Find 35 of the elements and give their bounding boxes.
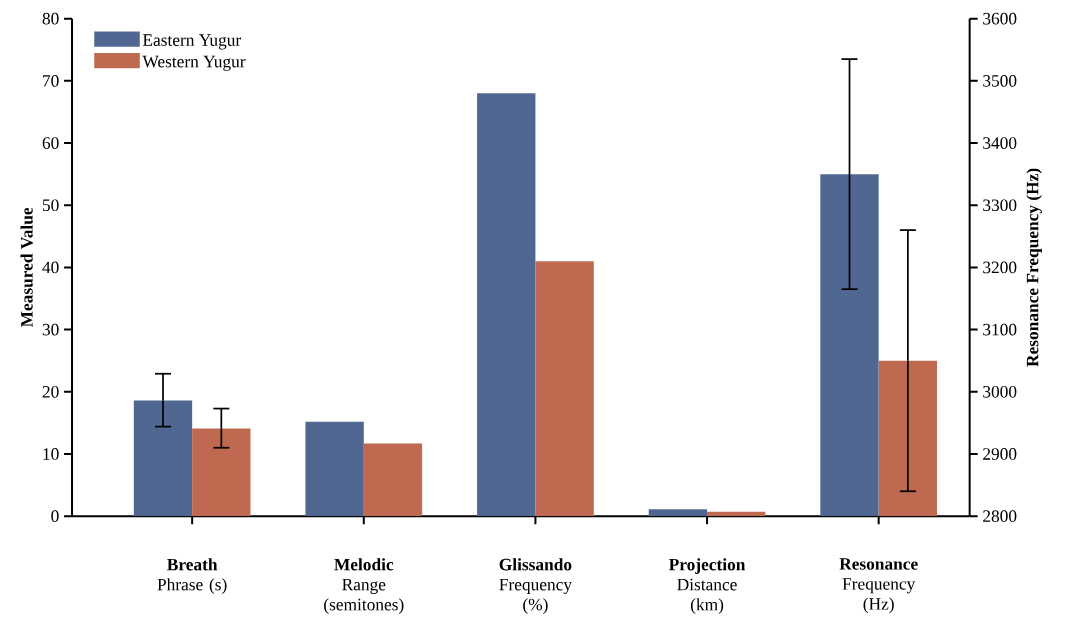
y-tick-label: 20 — [42, 385, 59, 398]
legend-label: Eastern Yugur — [142, 34, 242, 50]
y-tick-label: 10 — [43, 448, 59, 460]
y2-tick-label: 3100 — [983, 323, 1017, 336]
bar — [535, 261, 594, 517]
bar — [133, 400, 193, 517]
y-tick-label: 50 — [42, 199, 59, 211]
bar — [192, 428, 251, 517]
y2-axis-title: Resonance Frequency (Hz) — [1026, 168, 1042, 367]
bar — [305, 421, 364, 517]
y-tick-label: 40 — [42, 261, 59, 274]
y2-tick-label: 3500 — [983, 74, 1017, 87]
x-tick-label: Resonance Frequency (Hz) — [839, 558, 918, 614]
x-tick-label: Breath Phrase (s) — [157, 558, 227, 594]
y2-tick-label: 3000 — [983, 385, 1017, 398]
bar — [477, 93, 536, 517]
y2-tick-label: 2900 — [983, 448, 1017, 460]
y-tick-label: 0 — [51, 510, 59, 522]
x-tick-label: Projection Distance (km) — [668, 558, 746, 614]
bar — [363, 443, 423, 517]
y2-tick-label: 2800 — [983, 510, 1017, 522]
y-tick-label: 30 — [42, 323, 59, 336]
y-tick-label: 60 — [42, 137, 59, 149]
bar — [648, 509, 708, 517]
y-tick-label: 80 — [42, 12, 59, 25]
y-tick-label: 70 — [43, 74, 59, 87]
x-tick-label: Melodic Range (semitones) — [324, 558, 404, 614]
x-tick-label: Glissando Frequency (%) — [499, 558, 572, 614]
y2-tick-label: 3600 — [983, 12, 1017, 25]
y2-tick-label: 3300 — [983, 199, 1017, 211]
y2-tick-label: 3400 — [983, 137, 1017, 149]
y2-tick-label: 3200 — [983, 261, 1017, 274]
bar — [707, 511, 766, 517]
y-axis-title: Measured Value — [20, 207, 33, 327]
legend-label: Western Yugur — [142, 55, 246, 71]
